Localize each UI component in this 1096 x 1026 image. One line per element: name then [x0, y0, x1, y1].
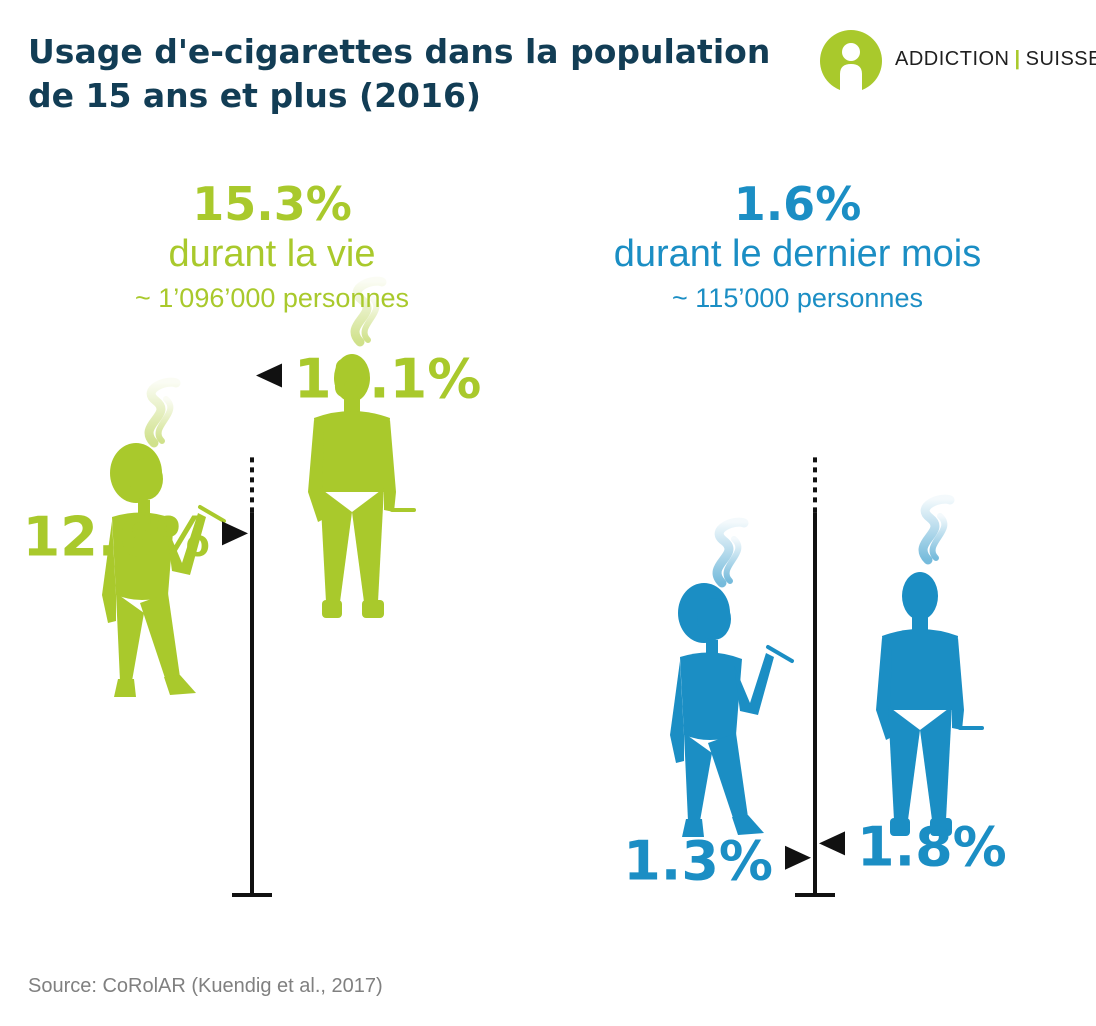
man-silhouette-icon-2-smoke [918, 494, 955, 565]
headline-lifetime: 15.3% [192, 177, 352, 231]
source-note: Source: CoRolAR (Kuendig et al., 2017) [28, 975, 383, 997]
subtitle-lifetime: durant la vie [168, 233, 376, 275]
people-month: ~ 115’000 personnes [672, 283, 923, 313]
subtitle-month: durant le dernier mois [613, 233, 982, 275]
headline-month: 1.6% [733, 177, 862, 231]
woman-silhouette-icon-2 [670, 583, 794, 837]
man-silhouette-icon-1 [308, 354, 416, 618]
brand-logo: ADDICTION | SUISSE [820, 30, 1096, 92]
logo-text-addiction: ADDICTION [895, 48, 1010, 70]
woman-silhouette-icon-1-smoke [144, 377, 181, 448]
page-title: Usage d'e-cigarettes dans la population … [28, 32, 771, 115]
logo-text-suisse: SUISSE [1025, 48, 1096, 70]
value-marker-femmes-2 [785, 845, 811, 870]
value-label-hommes-2: 1.8% [857, 815, 1007, 878]
logo-separator: | [1014, 48, 1021, 70]
value-marker-hommes-2 [819, 831, 845, 856]
woman-silhouette-icon-2-smoke [712, 517, 749, 588]
logo-text: ADDICTION | SUISSE [895, 48, 1096, 71]
panel-month-header: 1.6% durant le dernier mois ~ 115’000 pe… [545, 178, 1050, 318]
value-marker-hommes-1 [256, 363, 282, 388]
woman-silhouette-icon-1 [102, 443, 226, 697]
man-silhouette-icon-2 [876, 572, 984, 836]
value-label-hommes-1: 18.1% [294, 348, 481, 411]
value-marker-femmes-1 [222, 521, 248, 546]
man-silhouette-icon-1-smoke [350, 276, 387, 347]
value-label-femmes-1: 12.6% [23, 505, 210, 568]
value-label-femmes-2: 1.3% [623, 830, 773, 893]
addiction-suisse-logo-icon [820, 30, 882, 92]
